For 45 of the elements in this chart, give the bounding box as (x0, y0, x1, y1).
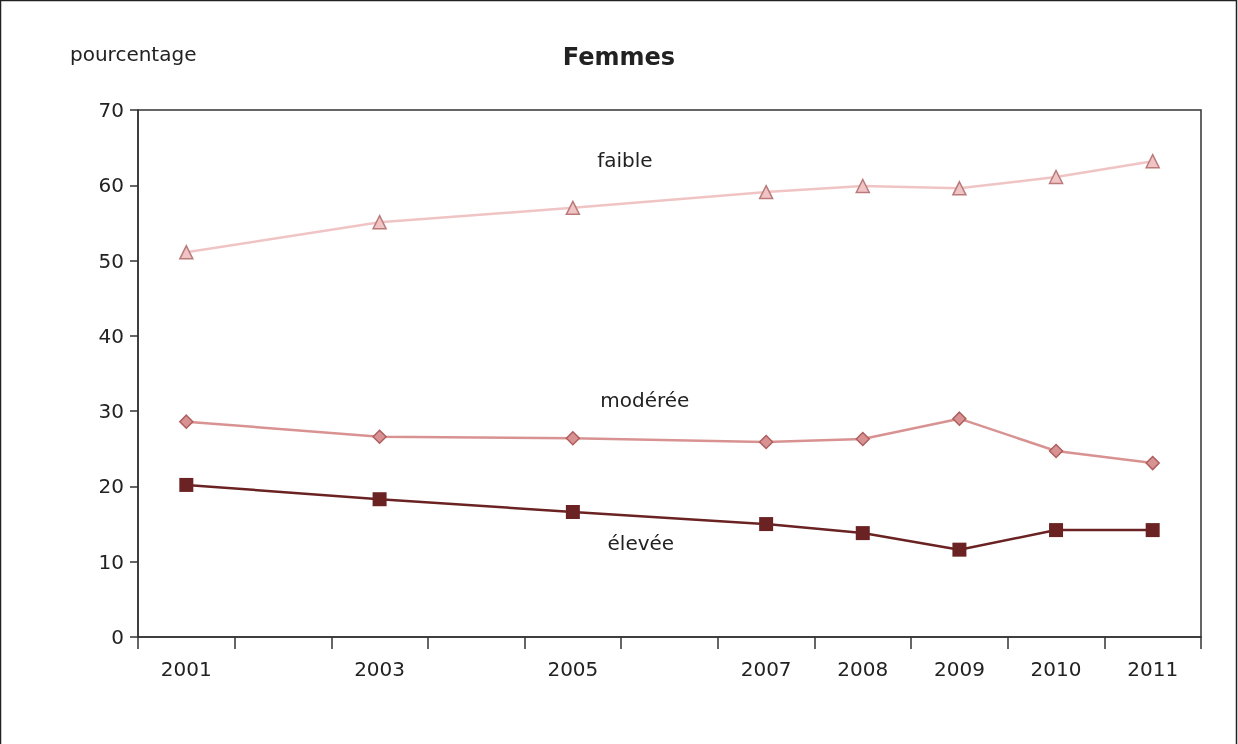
point (565, 200, 581, 216)
x-tick-label: 2001 (160, 657, 212, 681)
point (952, 181, 967, 196)
point (372, 429, 387, 444)
point (179, 245, 194, 260)
y-tick-label: 0 (111, 625, 124, 649)
y-tick-label: 70 (98, 98, 124, 122)
point (855, 431, 871, 447)
x-tick-label: 2011 (1127, 657, 1179, 681)
point (758, 434, 774, 450)
point (952, 411, 967, 426)
x-tick-label: 2003 (354, 657, 406, 681)
point (855, 526, 870, 541)
point (1145, 455, 1160, 471)
point (855, 178, 871, 194)
point (759, 517, 774, 532)
y-tick-label: 30 (98, 399, 124, 424)
point (179, 414, 194, 429)
series-label: faible (597, 147, 653, 172)
y-tick-label: 60 (98, 173, 124, 198)
point (1145, 153, 1160, 169)
point (179, 477, 194, 492)
point (1049, 523, 1064, 538)
point (1048, 169, 1064, 185)
x-tick-label: 2005 (547, 657, 599, 681)
y-tick-label: 50 (98, 248, 124, 273)
point (1145, 523, 1160, 538)
y-tick-label: 40 (98, 323, 124, 348)
x-tick-label: 2009 (933, 657, 985, 681)
series-label: élevée (607, 531, 675, 556)
y-tick-label: 20 (98, 474, 124, 499)
point (372, 492, 387, 507)
point (372, 214, 387, 230)
y-tick-label: 10 (98, 549, 124, 574)
point (952, 542, 967, 557)
point (565, 505, 580, 520)
chart-title: Femmes (562, 43, 676, 71)
x-tick-label: 2010 (1030, 657, 1082, 681)
x-tick-label: 2007 (740, 657, 792, 681)
series-label: modérée (600, 388, 690, 413)
point (1048, 443, 1064, 459)
point (758, 184, 774, 200)
y-axis-title: pourcentage (70, 42, 197, 66)
x-tick-label: 2008 (837, 657, 889, 681)
point (565, 431, 581, 446)
